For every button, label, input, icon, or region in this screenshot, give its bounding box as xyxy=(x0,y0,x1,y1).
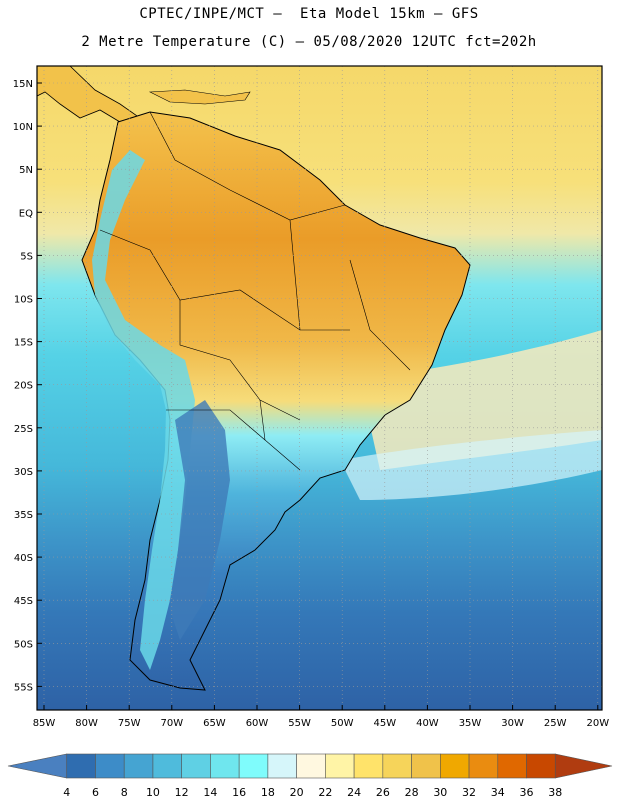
colorbar-label: 4 xyxy=(63,786,70,799)
central-america xyxy=(37,66,141,126)
colorbar-label: 24 xyxy=(347,786,361,799)
title-line-2: 2 Metre Temperature (C) – 05/08/2020 12U… xyxy=(81,34,537,50)
colorbar-cell xyxy=(353,753,384,779)
lon-tick-label: 60W xyxy=(246,718,269,729)
colorbar-label: 6 xyxy=(92,786,99,799)
andes-cold-strip xyxy=(92,150,195,670)
lat-tick-label: 40S xyxy=(14,553,33,564)
latitude-labels: 15N 10N 5N EQ 5S 10S 15S 20S 25S 30S 35S 40S 45S 50S 5… xyxy=(13,79,42,693)
lon-tick-label: 85W xyxy=(33,718,56,729)
lat-tick-label: 35S xyxy=(14,510,33,521)
lat-tick-label: 5N xyxy=(19,165,33,176)
lon-tick-label: 40W xyxy=(416,718,439,729)
colorbar-label: 16 xyxy=(232,786,246,799)
lon-tick-label: 65W xyxy=(203,718,226,729)
lon-tick-label: 75W xyxy=(118,718,141,729)
colorbar-cell xyxy=(123,753,154,779)
colorbar-label: 20 xyxy=(290,786,304,799)
lon-tick-label: 80W xyxy=(75,718,98,729)
colorbar-label: 30 xyxy=(433,786,447,799)
colorbar-cell xyxy=(181,753,211,779)
lon-tick-label: 20W xyxy=(586,718,609,729)
map-frame xyxy=(36,65,603,711)
lon-tick-label: 25W xyxy=(544,718,567,729)
colorbar-label: 12 xyxy=(175,786,189,799)
colorbar-cell xyxy=(497,753,527,779)
colorbar-cell xyxy=(382,753,412,779)
graticule xyxy=(37,66,602,710)
colorbar-cell xyxy=(411,753,441,779)
lat-tick-label: 10S xyxy=(14,295,33,306)
lat-tick-label: 45S xyxy=(14,596,33,607)
colorbar-label: 36 xyxy=(520,786,534,799)
colorbar-cell xyxy=(95,753,125,779)
colorbar: 4 6 8 10 12 14 16 18 20 22 24 26 28 30 32 34 36 38 xyxy=(7,753,613,799)
colorbar-label: 18 xyxy=(261,786,275,799)
colorbar-label: 28 xyxy=(405,786,419,799)
lat-tick-label: EQ xyxy=(19,208,33,219)
lat-tick-label: 20S xyxy=(14,381,33,392)
longitude-labels: 85W 80W 75W 70W 65W 60W 55W 50W 45W 40W 35W 30W 25W 2… xyxy=(33,705,609,729)
colorbar-cell xyxy=(468,753,499,779)
lon-tick-label: 30W xyxy=(501,718,524,729)
cool-atlantic-band xyxy=(340,430,602,500)
country-borders xyxy=(99,111,411,471)
colorbar-cell xyxy=(440,753,470,779)
patagonia-cold-area xyxy=(170,400,230,640)
lat-tick-label: 30S xyxy=(14,467,33,478)
colorbar-label: 22 xyxy=(318,786,332,799)
colorbar-label: 38 xyxy=(548,786,562,799)
colorbar-cell-low-arrow xyxy=(7,753,68,779)
lat-tick-label: 10N xyxy=(13,122,33,133)
lon-tick-label: 55W xyxy=(288,718,311,729)
lat-tick-label: 25S xyxy=(14,424,33,435)
lat-tick-label: 55S xyxy=(14,682,33,693)
lat-tick-label: 50S xyxy=(14,639,33,650)
lat-tick-label: 5S xyxy=(20,251,33,262)
colorbar-cell xyxy=(267,753,297,779)
colorbar-cell xyxy=(325,753,355,779)
colorbar-cell-high-arrow xyxy=(554,753,613,779)
colorbar-label: 8 xyxy=(121,786,128,799)
lon-tick-label: 70W xyxy=(160,718,183,729)
lon-tick-label: 45W xyxy=(373,718,396,729)
colorbar-label: 32 xyxy=(462,786,476,799)
lat-tick-label: 15S xyxy=(14,338,33,349)
colorbar-label: 14 xyxy=(203,786,217,799)
map-panel xyxy=(37,66,602,710)
lat-tick-label: 15N xyxy=(13,79,33,90)
colorbar-label: 34 xyxy=(491,786,505,799)
colorbar-cell xyxy=(526,753,556,779)
colorbar-label: 10 xyxy=(146,786,160,799)
caribbean-islands xyxy=(148,89,251,105)
colorbar-cell xyxy=(152,753,182,779)
colorbar-cell xyxy=(238,753,269,779)
lon-tick-label: 35W xyxy=(459,718,482,729)
colorbar-cell xyxy=(66,753,96,779)
title-line-1: CPTEC/INPE/MCT – Eta Model 15km – GFS xyxy=(139,6,479,22)
colorbar-cell xyxy=(296,753,326,779)
colorbar-label: 26 xyxy=(376,786,390,799)
colorbar-cell xyxy=(210,753,240,779)
lon-tick-label: 50W xyxy=(331,718,354,729)
